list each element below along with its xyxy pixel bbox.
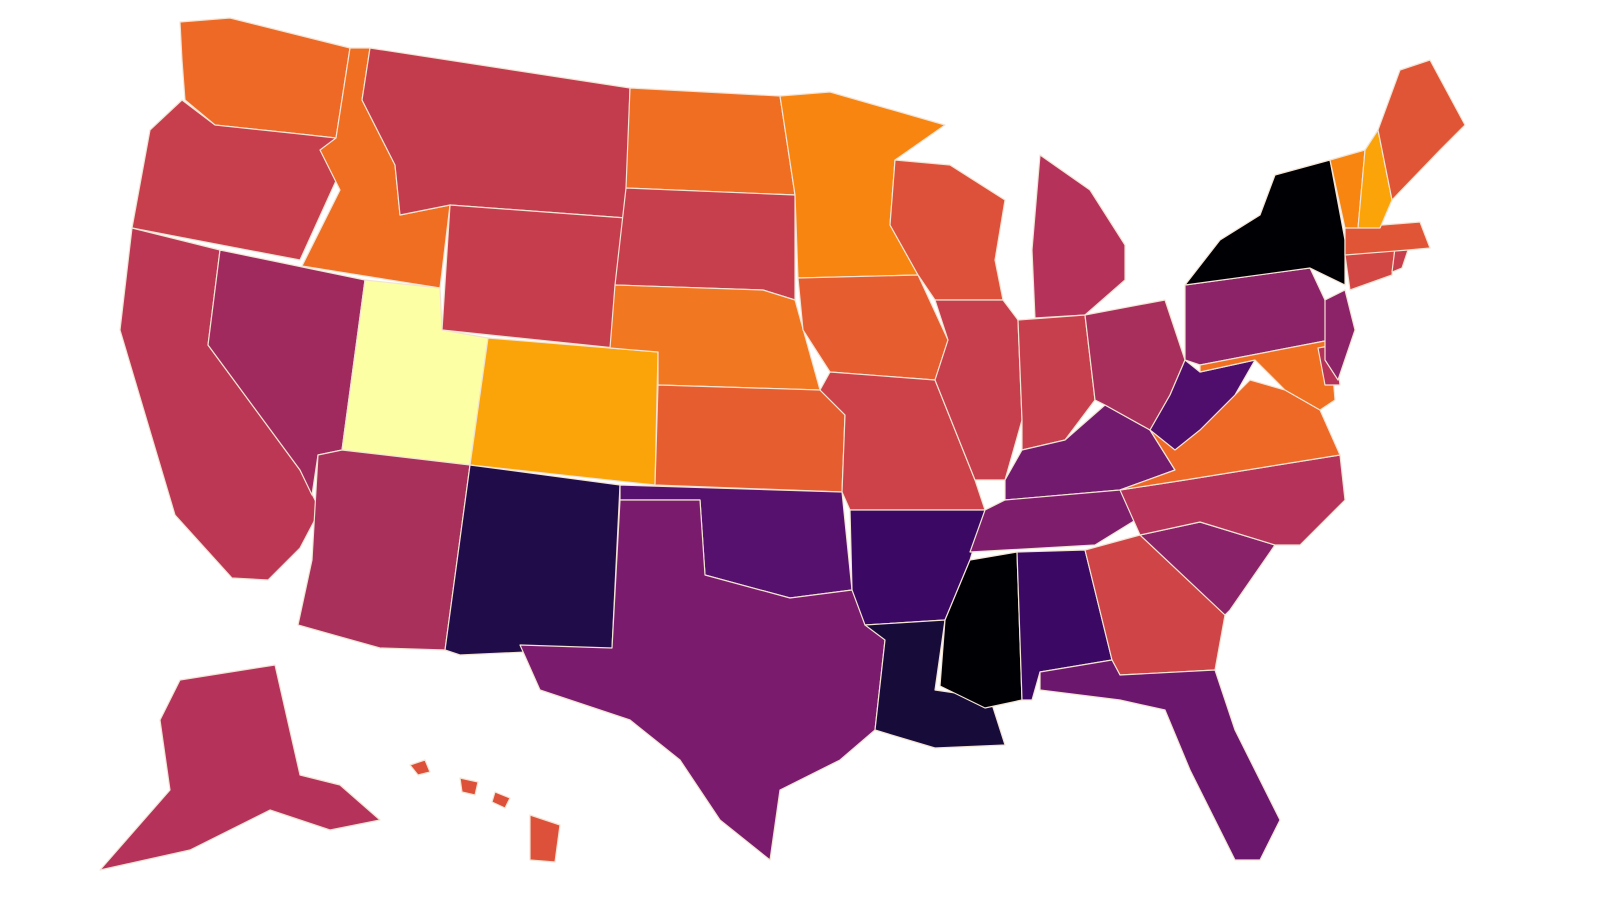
state-nj bbox=[1324, 289, 1356, 381]
state-wy bbox=[441, 204, 627, 349]
state-ak bbox=[99, 664, 381, 871]
state-co bbox=[469, 337, 659, 486]
state-nm bbox=[444, 464, 621, 656]
state-mi bbox=[1031, 154, 1126, 319]
state-nd bbox=[625, 87, 796, 196]
state-tx bbox=[519, 499, 886, 861]
state-az bbox=[297, 449, 471, 651]
state-ma bbox=[1344, 221, 1431, 256]
state-hi bbox=[409, 759, 561, 863]
state-sd bbox=[614, 187, 796, 301]
state-wv bbox=[1149, 359, 1256, 451]
state-nh bbox=[1357, 129, 1393, 229]
state-la bbox=[864, 619, 1006, 749]
state-ks bbox=[654, 384, 846, 493]
state-ia bbox=[797, 274, 949, 381]
state-fl bbox=[1039, 659, 1281, 861]
states-layer bbox=[99, 17, 1466, 871]
state-me bbox=[1377, 59, 1466, 201]
state-ny bbox=[1184, 159, 1346, 286]
state-mt bbox=[361, 47, 631, 219]
